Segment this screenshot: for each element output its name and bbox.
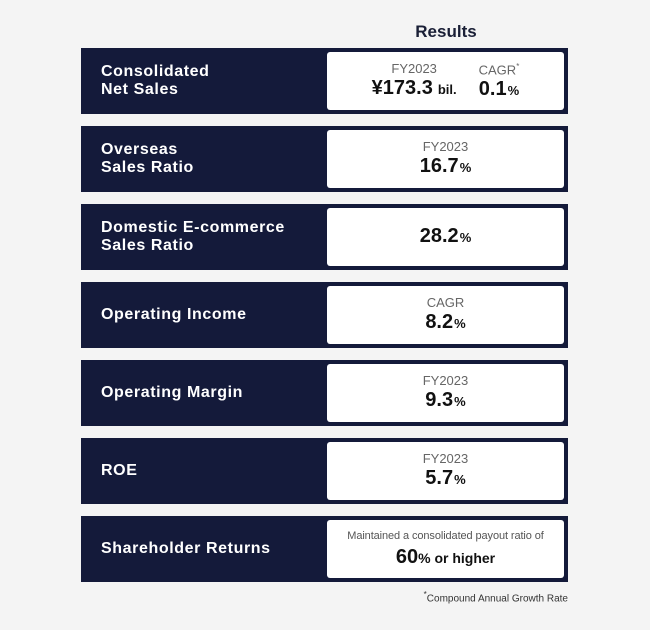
row-label: Shareholder Returns <box>101 516 321 582</box>
value-number: 28.2 <box>419 225 459 247</box>
metric-value: 0.1% <box>479 77 519 103</box>
row-label-line2: Sales Ratio <box>101 159 194 176</box>
metric: FY2023 16.7% <box>420 139 472 180</box>
kpi-table: Consolidated Net Sales FY2023 ¥173.3 bil.… <box>81 48 568 594</box>
row-label-line1: Consolidated <box>101 63 210 80</box>
value-box: FY2023 9.3% <box>327 364 564 422</box>
row-label-line2: Sales Ratio <box>101 237 194 254</box>
row-label-line2: Net Sales <box>101 81 179 98</box>
metric-value: 9.3% <box>425 388 465 414</box>
footnote: *Compound Annual Growth Rate <box>424 590 568 604</box>
value-number: ¥173.3 <box>371 76 433 99</box>
footnote-text: Compound Annual Growth Rate <box>426 593 568 605</box>
asterisk-mark: * <box>423 590 427 599</box>
row-roe: ROE FY2023 5.7% <box>81 438 568 504</box>
value-unit: % <box>454 315 466 331</box>
value-unit: bil. <box>437 81 457 97</box>
period-label: FY2023 <box>422 138 469 154</box>
row-consolidated-net-sales: Consolidated Net Sales FY2023 ¥173.3 bil.… <box>81 48 568 114</box>
period-label: FY2023 <box>391 60 437 76</box>
row-label-line1: ROE <box>101 462 138 479</box>
value-number: 9.3 <box>425 388 454 411</box>
row-label-line1: Operating Margin <box>101 384 244 401</box>
cagr-metric: CAGR* 0.1% <box>479 59 520 103</box>
metric: FY2023 9.3% <box>423 373 469 414</box>
value-number: 8.2 <box>425 310 454 333</box>
row-label-line1: Shareholder Returns <box>101 540 271 557</box>
cagr-text: CAGR <box>478 62 517 78</box>
value-box: CAGR 8.2% <box>327 286 564 344</box>
value-box: FY2023 16.7% <box>327 130 564 188</box>
metric: CAGR 8.2% <box>425 295 465 336</box>
value-unit: % <box>418 550 431 566</box>
row-operating-income: Operating Income CAGR 8.2% <box>81 282 568 348</box>
row-label-line1: Operating Income <box>101 306 247 323</box>
value-unit: % <box>454 393 466 409</box>
value-number: 0.1 <box>478 78 507 101</box>
metric-value: 16.7% <box>420 154 472 180</box>
row-shareholder-returns: Shareholder Returns Maintained a consoli… <box>81 516 568 582</box>
row-label: Consolidated Net Sales <box>101 48 321 114</box>
period-label: CAGR <box>426 294 465 310</box>
payout-value: 60% or higher <box>396 546 495 569</box>
row-label-line1: Overseas <box>101 141 178 158</box>
value-number: 16.7 <box>419 154 459 177</box>
row-operating-margin: Operating Margin FY2023 9.3% <box>81 360 568 426</box>
value-number: 60 <box>395 546 419 568</box>
value-suffix: or higher <box>430 550 496 566</box>
row-label-line1: Domestic E-commerce <box>101 219 285 236</box>
metric-value: 8.2% <box>425 310 465 336</box>
metric-value: ¥173.3 bil. <box>372 76 457 102</box>
results-header: Results <box>415 22 477 41</box>
row-label: Operating Income <box>101 282 321 348</box>
metric-value: 5.7% <box>425 466 465 492</box>
value-box: FY2023 5.7% <box>327 442 564 500</box>
value-unit: % <box>507 83 520 99</box>
value-unit: % <box>454 471 466 487</box>
metric-value: 28.2% <box>420 224 472 250</box>
period-label: FY2023 <box>422 372 469 388</box>
value-box: 28.2% <box>327 208 564 266</box>
row-label: Domestic E-commerce Sales Ratio <box>101 204 321 270</box>
fy-metric: FY2023 ¥173.3 bil. <box>372 61 457 102</box>
value-box: FY2023 ¥173.3 bil. CAGR* 0.1% <box>327 52 564 110</box>
period-label: CAGR* <box>479 59 520 77</box>
metric: 28.2% <box>420 224 472 250</box>
value-unit: % <box>459 230 472 245</box>
metric: FY2023 5.7% <box>423 451 469 492</box>
row-label: ROE <box>101 438 321 504</box>
row-label: Operating Margin <box>101 360 321 426</box>
asterisk-mark: * <box>516 61 520 71</box>
row-overseas-sales-ratio: Overseas Sales Ratio FY2023 16.7% <box>81 126 568 192</box>
period-label: FY2023 <box>422 450 469 466</box>
row-label: Overseas Sales Ratio <box>101 126 321 192</box>
value-box: Maintained a consolidated payout ratio o… <box>327 520 564 578</box>
payout-description: Maintained a consolidated payout ratio o… <box>347 530 544 542</box>
value-unit: % <box>459 159 472 175</box>
value-number: 5.7 <box>425 466 454 489</box>
row-domestic-ecommerce-sales-ratio: Domestic E-commerce Sales Ratio 28.2% <box>81 204 568 270</box>
